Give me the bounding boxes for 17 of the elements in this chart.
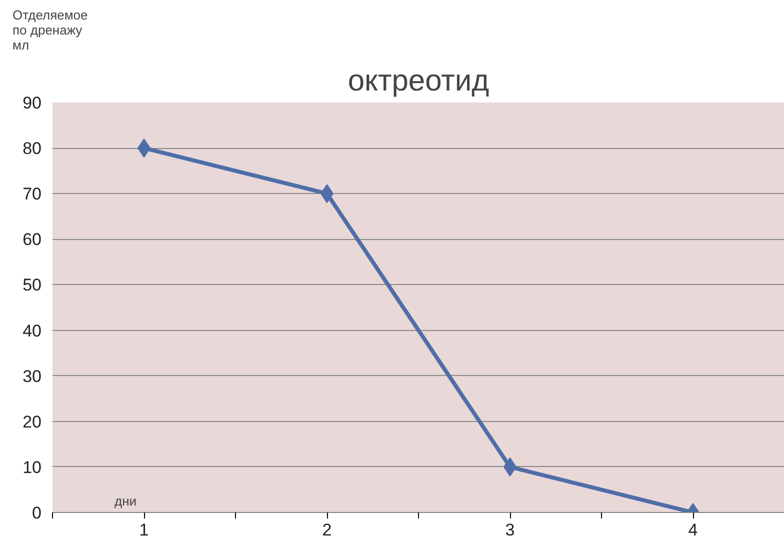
x-tick-label: 3 — [505, 520, 515, 540]
x-tick-label: 1 — [139, 520, 149, 540]
x-tick-label: 2 — [322, 520, 332, 540]
chart-title: октреотид — [348, 64, 490, 98]
y-axis-title: Отделяемое по дренажу мл — [12, 8, 88, 52]
x-axis-title: дни — [114, 494, 137, 508]
y-tick-label: 70 — [22, 184, 42, 204]
x-tick-label: 4 — [688, 520, 698, 540]
y-tick-label: 40 — [22, 321, 42, 340]
y-tick-label: 80 — [22, 139, 42, 158]
y-tick-label: 10 — [22, 458, 42, 477]
y-tick-label: 60 — [22, 230, 42, 250]
y-tick-label: 50 — [22, 276, 42, 295]
y-tick-label: 90 — [22, 94, 42, 112]
y-tick-label: 0 — [32, 504, 42, 522]
y-tick-label: 30 — [22, 366, 42, 386]
y-tick-label: 20 — [22, 412, 42, 432]
